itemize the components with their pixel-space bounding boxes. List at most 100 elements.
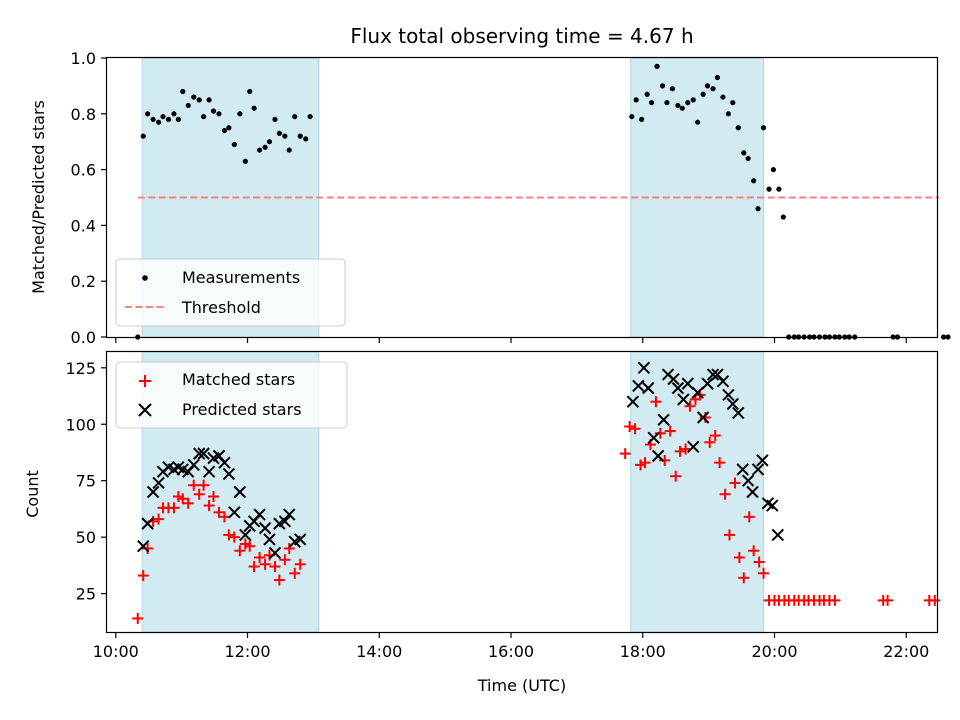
matched-star-point — [929, 594, 941, 606]
predicted-star-marker-b — [657, 413, 670, 426]
predicted-star-point — [146, 485, 160, 499]
measurement-point — [276, 130, 282, 136]
predicted-star-point — [268, 546, 282, 560]
predicted-star-point — [228, 506, 241, 519]
measurement-point — [180, 88, 186, 95]
predicted-star-marker-b — [228, 506, 241, 519]
matched-star-point — [289, 567, 301, 579]
predicted-star-marker-b — [726, 397, 740, 411]
predicted-star-point — [726, 397, 740, 411]
measurement-point — [140, 133, 146, 139]
matched-star-point — [829, 594, 841, 606]
measurement-point — [297, 133, 303, 139]
legend-matched-marker — [139, 375, 151, 387]
matched-star-point — [748, 545, 760, 557]
measurement-point — [741, 150, 747, 156]
predicted-star-marker-b — [756, 454, 769, 467]
predicted-star-marker-b — [141, 517, 154, 530]
measurement-point — [247, 88, 253, 95]
predicted-star-point — [642, 381, 655, 395]
predicted-star-point — [691, 386, 704, 399]
measurement-point — [175, 116, 181, 122]
measurement-point — [171, 111, 177, 117]
x-tick-label: 20:00 — [751, 642, 797, 661]
measurement-point — [633, 97, 639, 103]
predicted-star-point — [677, 393, 690, 406]
predicted-star-marker-b — [212, 449, 226, 463]
measurement-point — [644, 91, 650, 97]
measurement-point — [679, 105, 685, 111]
measurement-point — [262, 144, 268, 150]
predicted-star-marker-b — [651, 449, 665, 463]
predicted-star-point — [193, 447, 206, 460]
matched-star-point — [724, 529, 735, 541]
predicted-star-point — [756, 454, 769, 467]
matched-star-point — [223, 529, 235, 541]
predicted-star-marker-b — [626, 395, 640, 408]
predicted-star-marker-b — [736, 463, 749, 476]
y-tick-label: 50 — [76, 528, 96, 547]
measurement-point — [648, 100, 655, 106]
matched-star-point — [137, 570, 149, 582]
x-tick-label: 12:00 — [224, 642, 270, 661]
measurement-point — [735, 125, 741, 131]
ratio-legend: Measurements Threshold — [115, 258, 346, 327]
predicted-star-point — [187, 458, 200, 472]
matched-star-point — [619, 448, 631, 460]
predicted-star-point — [771, 528, 785, 542]
matched-star-point — [743, 511, 755, 523]
predicted-star-marker-b — [263, 533, 276, 546]
measurement-point — [145, 111, 151, 117]
measurement-point — [216, 111, 222, 117]
measurement-point — [745, 155, 751, 162]
predicted-stars-points — [137, 361, 785, 560]
matched-star-point — [182, 497, 194, 509]
predicted-star-marker-b — [667, 372, 680, 386]
predicted-star-marker-b — [677, 393, 690, 406]
matched-star-point — [198, 479, 210, 491]
matched-star-point — [234, 545, 246, 557]
ratio-y-axis-label: Matched/Predicted stars — [29, 100, 48, 294]
predicted-star-marker-b — [283, 508, 296, 521]
matched-star-point — [659, 454, 671, 466]
measurement-point — [945, 334, 951, 340]
y-tick-label: 100 — [65, 415, 96, 434]
predicted-star-point — [647, 431, 660, 445]
predicted-star-marker-b — [197, 447, 210, 460]
x-axis-label: Time (UTC) — [477, 676, 566, 695]
predicted-star-marker-b — [253, 508, 266, 521]
predicted-star-point — [722, 388, 735, 402]
predicted-star-marker-b — [741, 474, 755, 487]
measurement-point — [201, 113, 207, 120]
measurement-point — [282, 133, 288, 139]
x-axis-ticks: 10:00 12:00 14:00 16:00 18:00 20:00 22:00 — [93, 632, 929, 661]
predicted-star-point — [294, 533, 307, 546]
matched-star-point — [248, 561, 260, 573]
measurement-point — [685, 100, 691, 106]
measurement-point — [751, 178, 757, 184]
measurement-point — [251, 105, 257, 111]
measurement-point — [150, 116, 156, 122]
measurement-point — [664, 100, 670, 106]
predicted-star-marker-b — [202, 465, 216, 478]
predicted-star-point — [197, 447, 210, 460]
matched-star-point — [269, 561, 281, 573]
measurement-point — [185, 102, 191, 109]
predicted-star-point — [696, 411, 710, 424]
measurement-point — [940, 334, 947, 340]
predicted-star-marker-b — [706, 368, 720, 381]
matched-star-point — [664, 425, 676, 437]
predicted-star-marker-b — [751, 463, 765, 476]
measurement-point — [720, 94, 726, 100]
x-tick-label: 18:00 — [620, 642, 666, 661]
measurement-point — [695, 119, 701, 125]
measurement-point — [714, 74, 721, 81]
predicted-star-point — [218, 456, 231, 469]
legend-threshold-label: Threshold — [181, 298, 261, 317]
measurement-point — [760, 125, 767, 131]
matched-star-point — [654, 427, 666, 439]
predicted-star-marker-b — [746, 485, 759, 499]
measurement-point — [191, 94, 197, 100]
matched-star-point — [259, 558, 271, 570]
